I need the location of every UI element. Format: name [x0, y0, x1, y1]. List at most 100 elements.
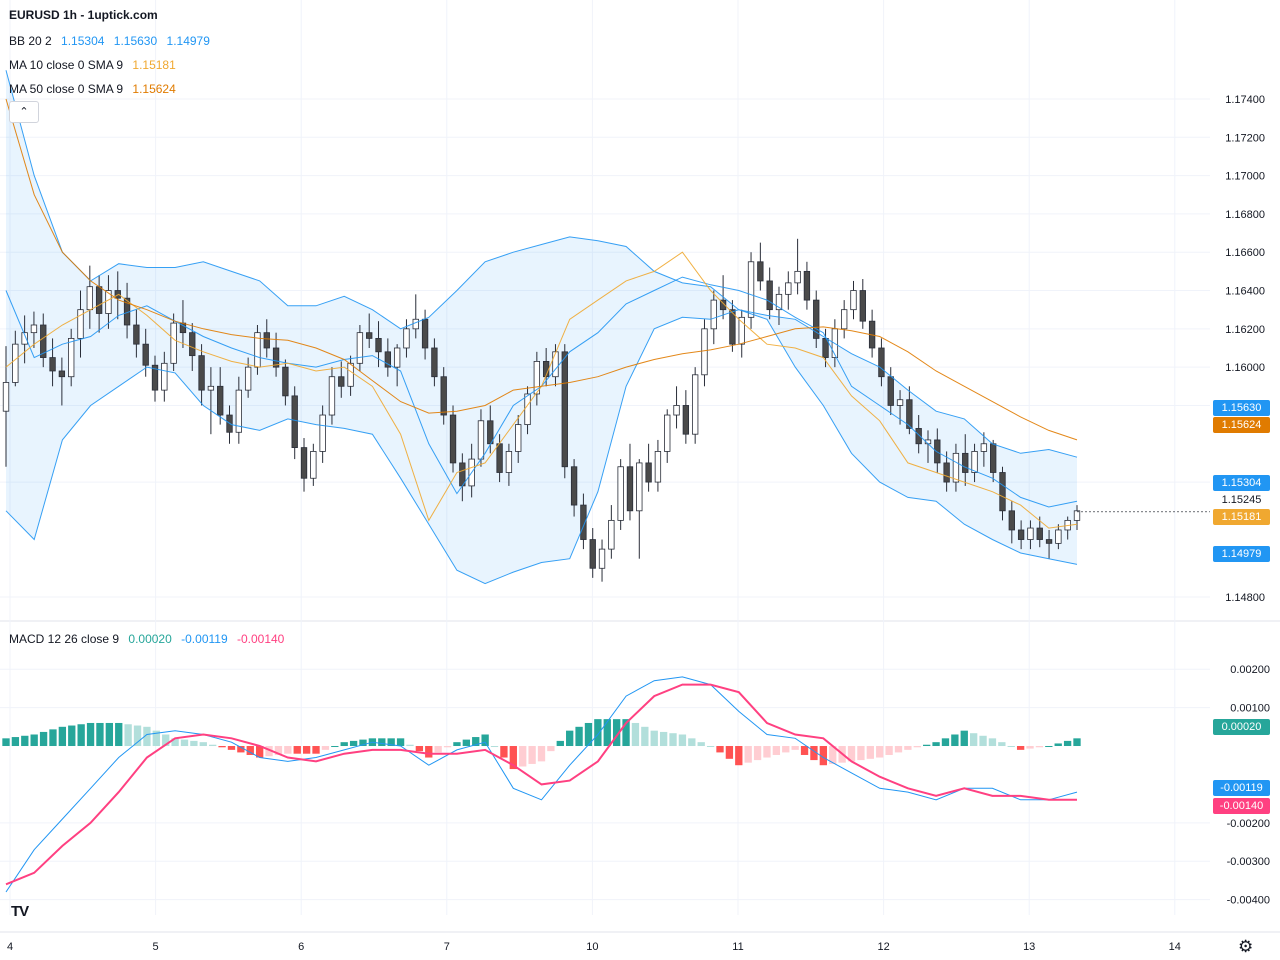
candle-body [300, 447, 308, 479]
tradingview-logo-icon[interactable]: TV [11, 903, 29, 920]
candle-body [664, 414, 671, 452]
time-tick-label: 10 [586, 941, 598, 953]
candle [1036, 516, 1043, 548]
macd-hist-bar [509, 746, 517, 770]
bb-legend-label: BB 20 2 [9, 34, 52, 48]
macd-tick-label: -0.00200 [1227, 818, 1270, 830]
candle-body [766, 280, 773, 311]
price-tick-label: 1.16800 [1225, 209, 1265, 221]
macd-hist-bar [425, 746, 433, 758]
candle-body [282, 366, 289, 397]
macd-legend[interactable]: MACD 12 26 close 9 0.00020 -0.00119 -0.0… [9, 632, 290, 646]
macd-hist-bar [293, 746, 301, 754]
candle [775, 286, 783, 325]
macd-legend-value: 0.00020 [128, 632, 172, 646]
candle-body [794, 270, 801, 284]
candle-body [608, 519, 615, 550]
candle [151, 355, 159, 402]
candle-body [95, 286, 103, 314]
candle [440, 367, 447, 425]
macd-hist-bar [237, 746, 245, 753]
macd-hist-bar [86, 722, 95, 747]
macd-hist-bar [1007, 746, 1015, 748]
bb-legend-value: 1.15630 [113, 34, 158, 48]
ma50-line [5, 98, 1078, 441]
candle-body [719, 299, 727, 311]
price-tick-label: 1.14800 [1225, 592, 1265, 604]
bb-upper-price-badge: 1.15630 [1213, 400, 1270, 416]
ma50-price-badge: 1.15624 [1213, 417, 1270, 433]
candle [533, 351, 541, 406]
candle-body [1027, 527, 1034, 540]
candle-body [133, 324, 140, 345]
candle-body [21, 332, 28, 345]
macd-hist-bar [923, 744, 931, 747]
bb-legend-value: 1.15304 [61, 34, 105, 48]
candle [347, 355, 354, 396]
candle [1027, 520, 1034, 550]
macd-hist-bar [321, 746, 330, 750]
candle-body [580, 504, 587, 540]
candle-body [198, 355, 205, 391]
candle-body [645, 462, 652, 483]
candle [934, 428, 941, 473]
macd-hist-bar [876, 746, 884, 758]
macd-hist-bar [490, 746, 499, 748]
ma10-legend[interactable]: MA 10 close 0 SMA 9 1.15181 [9, 58, 182, 72]
candle-body [1036, 527, 1043, 540]
bb-legend[interactable]: BB 20 2 1.15304 1.15630 1.14979 [9, 34, 216, 48]
macd-hist-bar [584, 722, 593, 747]
macd-hist-bar [979, 735, 987, 747]
candle-body [207, 385, 215, 391]
candle-body [77, 309, 84, 339]
macd-hist-bar [650, 730, 658, 747]
macd-hist-bar [274, 746, 283, 755]
time-tick-label: 4 [7, 941, 13, 953]
chevron-up-icon: ⌃ [19, 106, 29, 118]
collapse-legend-button[interactable]: ⌃ [9, 101, 39, 123]
candle-body [654, 451, 662, 483]
macd-hist-bar [143, 726, 151, 747]
candle-body [971, 451, 978, 473]
macd-hist-bar [481, 734, 489, 747]
candle-body [841, 309, 848, 330]
candle-body [30, 324, 38, 334]
macd-hist-bar [1045, 746, 1053, 748]
gear-icon[interactable]: ⚙ [1238, 937, 1254, 956]
ma50-legend[interactable]: MA 50 close 0 SMA 9 1.15624 [9, 82, 182, 96]
macd-hist-bar [951, 734, 959, 747]
macd-hist-bar [575, 726, 583, 747]
price-tick-label: 1.17000 [1225, 171, 1265, 183]
candle-body [412, 318, 419, 330]
macd-hist-bar [133, 725, 142, 747]
candle [431, 338, 438, 387]
macd-hist-bar [941, 738, 950, 747]
candle [40, 313, 47, 368]
candle-body [701, 328, 708, 376]
macd-hist-bar [998, 742, 1006, 747]
macd-hist-bar [659, 731, 668, 747]
macd-hist-bar [697, 742, 705, 747]
ma50-legend-value: 1.15624 [132, 82, 176, 96]
candle-body [496, 443, 503, 473]
candle-body [217, 385, 224, 416]
macd-hist-bar [115, 722, 123, 747]
macd-hist-bar [622, 719, 630, 747]
macd-hist-bar [735, 746, 743, 766]
time-tick-label: 5 [153, 941, 159, 953]
candle-body [785, 282, 792, 295]
candle-body [813, 299, 820, 339]
candle [570, 459, 578, 517]
candle [310, 443, 317, 486]
candle-body [906, 399, 913, 429]
time-tick-label: 11 [732, 941, 743, 953]
candle-body [1045, 539, 1053, 544]
macd-tick-label: -0.00300 [1227, 856, 1270, 868]
macd-hist-bar [180, 739, 189, 747]
macd-hist-bar [209, 744, 217, 747]
candle-body [729, 309, 736, 345]
macd-hist-bar [678, 734, 687, 747]
candle-body [934, 439, 941, 464]
macd-hist-bar [913, 746, 921, 748]
